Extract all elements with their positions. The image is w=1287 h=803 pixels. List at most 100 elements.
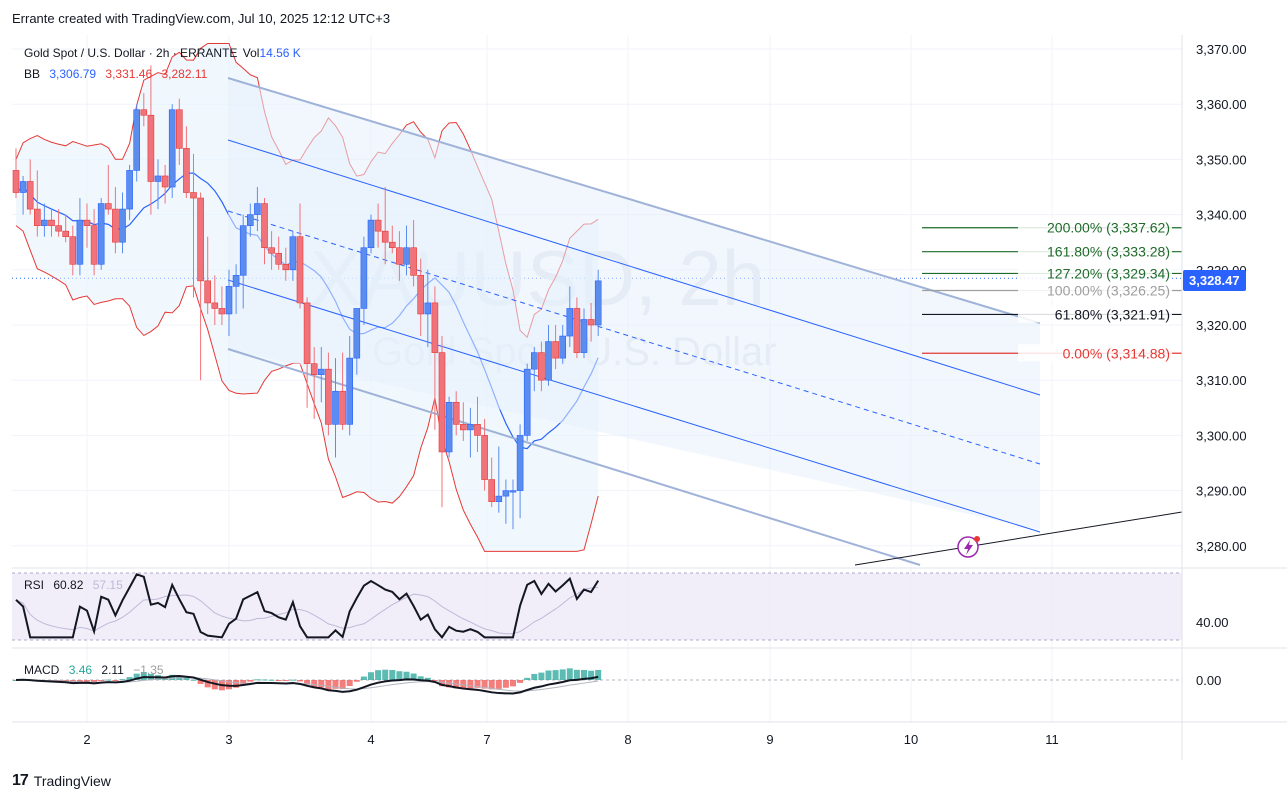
macd-histogram-bar	[76, 680, 83, 683]
macd-histogram-bar	[233, 680, 240, 688]
rsi-tick-label: 40.00	[1196, 615, 1229, 630]
candle-body	[452, 401, 460, 425]
macd-histogram-bar	[247, 680, 254, 682]
candle-body	[403, 247, 410, 265]
macd-histogram-bar	[559, 669, 566, 680]
candle-body	[594, 280, 602, 326]
macd-histogram-bar	[439, 680, 445, 687]
candle-body	[282, 263, 290, 271]
candle-body	[190, 192, 197, 199]
candle-body	[587, 319, 595, 326]
vol-value: 14.56 K	[259, 46, 301, 60]
macd-histogram-bar	[197, 680, 204, 685]
price-tick-label: 3,300.00	[1196, 428, 1247, 443]
macd-legend[interactable]: MACD 3.46 2.11 −1.35	[24, 663, 170, 677]
macd-histogram-bar	[417, 676, 424, 680]
candle-body	[303, 302, 311, 364]
candle-body	[459, 424, 467, 431]
candle-body	[410, 247, 417, 276]
price-tick-label: 3,350.00	[1196, 152, 1247, 167]
fibonacci-layer: 200.00% (3,337.62) 161.80% (3,333.28) 127.…	[922, 218, 1182, 362]
candle-body	[183, 148, 190, 193]
macd-value: 3.46	[68, 663, 93, 677]
candle-body	[19, 181, 27, 193]
fib-label-bg	[1018, 264, 1172, 282]
macd-histogram-bar	[573, 669, 580, 680]
macd-histogram-bar	[581, 669, 587, 680]
time-tick-label: 11	[1045, 732, 1059, 747]
time-tick-label: 7	[483, 732, 490, 747]
candle-body	[232, 275, 240, 287]
candle-body	[90, 225, 98, 265]
macd-histogram-bar	[13, 680, 19, 681]
macd-histogram-bar	[566, 668, 573, 680]
macd-line	[15, 675, 599, 695]
candle-body	[133, 109, 140, 171]
price-tick-label: 3,360.00	[1196, 97, 1247, 112]
fib-level-label: 100.00% (3,326.25)	[1047, 283, 1170, 299]
macd-histogram-bar	[375, 670, 382, 680]
macd-histogram-bar	[368, 672, 374, 680]
brand-name: TradingView	[33, 773, 111, 789]
candle-body	[62, 230, 70, 237]
bb-legend[interactable]: BB 3,306.79 3,331.46 3,282.11	[24, 67, 213, 81]
candle-body	[168, 109, 176, 188]
macd-histogram-bar	[169, 674, 176, 680]
macd-histogram-bar	[261, 679, 268, 681]
candle-body	[367, 219, 375, 249]
candle-body	[154, 175, 162, 182]
candle-body	[225, 286, 233, 315]
price-tick-label: 3,340.00	[1196, 208, 1247, 223]
candle-body	[445, 401, 453, 453]
rsi-legend[interactable]: RSI 60.82 57.15	[24, 578, 129, 592]
macd-histogram-bar	[289, 679, 296, 681]
candle-body	[317, 368, 325, 375]
macd-histogram-bar	[588, 670, 595, 680]
candle-body	[332, 390, 339, 425]
candle-body	[140, 109, 148, 116]
macd-histogram-bar	[311, 680, 318, 687]
time-tick-label: 4	[367, 732, 374, 747]
macd-label: MACD	[24, 663, 60, 677]
candle-body	[438, 352, 446, 453]
symbol-legend[interactable]: Gold Spot / U.S. Dollar · 2h · ERRANTE V…	[24, 46, 307, 60]
macd-histogram-bar	[481, 680, 488, 689]
macd-histogram-bar	[595, 669, 602, 680]
macd-histogram-bar	[538, 672, 545, 680]
time-tick-label: 3	[225, 732, 232, 747]
trend-line	[854, 511, 1183, 566]
time-tick-label: 9	[766, 732, 773, 747]
vol-label: Vol	[242, 46, 260, 60]
candle-body	[339, 390, 346, 425]
macd-histogram-bar	[304, 680, 311, 685]
macd-histogram-bar	[254, 679, 261, 681]
symbol-line: Gold Spot / U.S. Dollar · 2h · ERRANTE	[24, 46, 238, 60]
candle-body	[289, 236, 297, 271]
macd-histogram-bar	[275, 680, 282, 681]
macd-histogram-bar	[545, 670, 552, 680]
macd-histogram-bar	[382, 669, 389, 680]
macd-histogram-bar	[360, 676, 367, 680]
bb-basis-value: 3,306.79	[49, 67, 97, 81]
candle-body	[268, 247, 275, 254]
macd-histogram-bar	[488, 680, 495, 690]
alert-lightning-glyph	[964, 540, 973, 555]
candle-body	[275, 252, 283, 265]
candle-body	[417, 275, 425, 315]
candle-body	[495, 495, 503, 502]
fib-label-bg	[1018, 218, 1172, 236]
candle-body	[381, 230, 389, 243]
macd-histogram-bar	[268, 679, 275, 681]
candle-body	[12, 170, 20, 193]
macd-histogram-bar	[119, 679, 126, 681]
candle-body	[530, 352, 538, 370]
footer-brand[interactable]: 17 TradingView	[12, 772, 111, 790]
candle-body	[474, 424, 481, 436]
candle-body	[516, 435, 524, 491]
candle-body	[26, 181, 34, 210]
macd-histogram-bar	[190, 679, 197, 681]
candle-body	[76, 219, 84, 265]
macd-histogram-bar	[467, 680, 474, 689]
price-tick-label: 3,320.00	[1196, 318, 1247, 333]
